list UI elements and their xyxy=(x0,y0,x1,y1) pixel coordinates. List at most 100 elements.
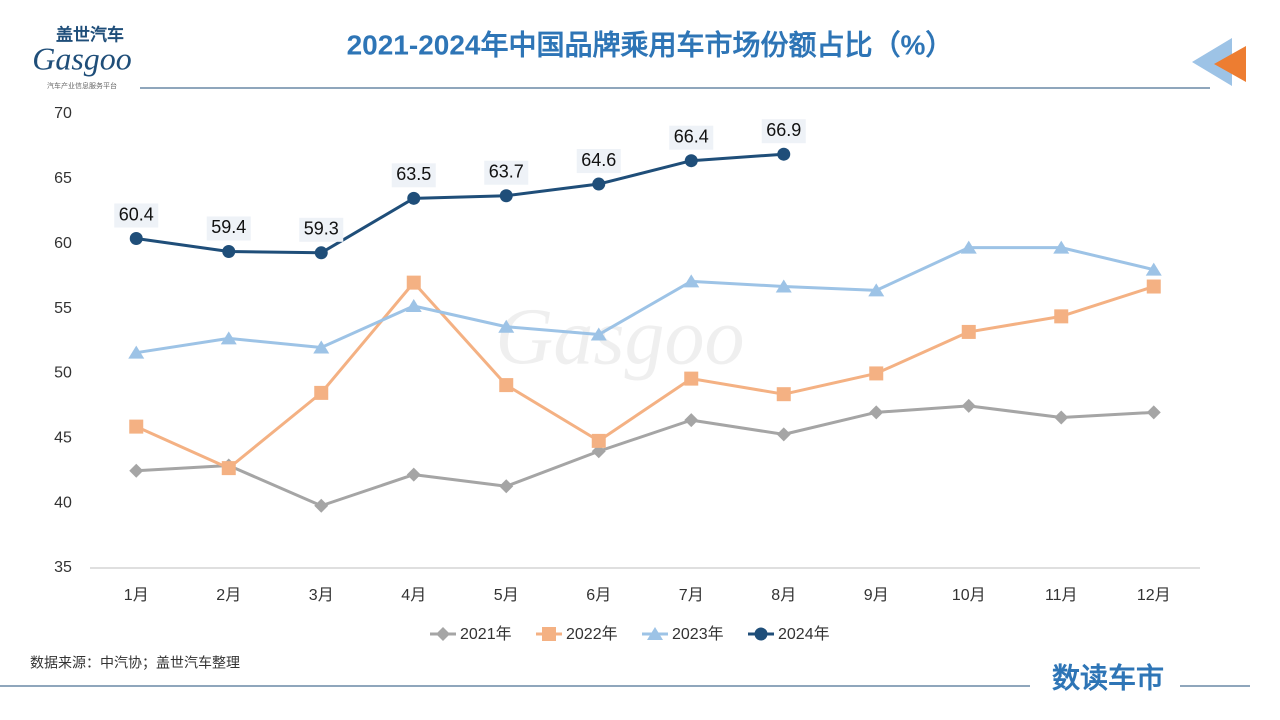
plot-area: 35 40 45 50 55 60 65 70 1月 2月 3月 4月 5月 6月 7月 8月 9月 10月 11月… xyxy=(54,105,1200,643)
data-label: 66.4 xyxy=(674,126,709,146)
y-tick-label: 70 xyxy=(54,105,72,122)
marker xyxy=(499,479,514,494)
y-tick-label: 60 xyxy=(54,235,72,252)
marker xyxy=(128,345,145,359)
x-tick-label: 2月 xyxy=(216,587,241,604)
legend: 2021年 2022年 2023年 2024年 xyxy=(430,625,830,643)
marker xyxy=(591,433,606,448)
x-tick-label: 6月 xyxy=(586,587,611,604)
data-label-bg xyxy=(391,163,436,188)
legend-label: 2023年 xyxy=(672,625,724,643)
marker xyxy=(314,498,329,513)
marker xyxy=(777,147,791,161)
marker xyxy=(499,378,514,393)
data-label-bg xyxy=(576,149,621,174)
marker xyxy=(869,405,884,420)
data-label-bg xyxy=(484,160,529,185)
marker xyxy=(590,327,607,341)
legend-item: 2024年 xyxy=(748,625,830,643)
marker xyxy=(869,366,884,381)
legend-label: 2022年 xyxy=(566,625,618,643)
marker xyxy=(222,244,236,258)
marker xyxy=(683,274,700,288)
x-tick-label: 12月 xyxy=(1137,587,1171,604)
series-line xyxy=(136,404,1154,508)
marker xyxy=(221,461,236,476)
source-note: 数据来源：中汽协；盖世汽车整理 xyxy=(30,655,240,672)
x-tick-label: 4月 xyxy=(401,587,426,604)
marker xyxy=(542,627,556,641)
x-tick-label: 3月 xyxy=(309,587,334,604)
data-label: 63.7 xyxy=(489,161,524,181)
marker xyxy=(776,387,791,402)
marker xyxy=(1054,309,1069,324)
marker xyxy=(406,467,421,482)
marker xyxy=(498,319,515,333)
watermark: Gasgoo xyxy=(496,293,745,381)
marker xyxy=(314,385,329,400)
data-label: 60.4 xyxy=(119,204,154,224)
y-tick-label: 45 xyxy=(54,430,72,447)
marker xyxy=(684,413,699,428)
marker xyxy=(684,371,699,386)
marker xyxy=(868,283,885,297)
x-tick-label: 8月 xyxy=(771,587,796,604)
data-label-bg xyxy=(761,119,806,144)
data-label: 59.3 xyxy=(304,219,339,239)
x-tick-label: 5月 xyxy=(494,587,519,604)
marker xyxy=(129,463,144,478)
y-tick-label: 50 xyxy=(54,365,72,382)
legend-item: 2021年 xyxy=(430,625,512,643)
data-label-bg xyxy=(114,203,159,228)
data-label-bg xyxy=(669,125,714,150)
marker xyxy=(407,191,421,205)
arrow-icon xyxy=(1192,38,1232,86)
chart-title: 2021-2024年中国品牌乘用车市场份额占比（%） xyxy=(347,28,954,60)
marker xyxy=(313,340,330,354)
marker xyxy=(406,275,421,290)
x-tick-label: 7月 xyxy=(679,587,704,604)
footer-brand: 数读车市 xyxy=(1052,661,1164,693)
marker xyxy=(961,324,976,339)
marker xyxy=(1053,240,1070,254)
marker xyxy=(960,240,977,254)
marker xyxy=(220,331,237,345)
marker xyxy=(405,298,422,312)
y-tick-label: 40 xyxy=(54,494,72,511)
marker xyxy=(1054,410,1069,425)
logo-tagline: 汽车产业信息服务平台 xyxy=(47,81,117,90)
marker xyxy=(647,627,663,640)
marker xyxy=(1145,262,1162,276)
x-tick-label: 10月 xyxy=(952,587,986,604)
x-tick-label: 9月 xyxy=(864,587,889,604)
marker xyxy=(314,246,328,260)
legend-item: 2022年 xyxy=(536,625,618,643)
logo-brand: Gasgoo xyxy=(32,40,132,76)
data-label: 63.5 xyxy=(396,164,431,184)
marker xyxy=(775,279,792,293)
marker xyxy=(1146,405,1161,420)
x-tick-label: 11月 xyxy=(1045,587,1078,604)
data-label: 66.9 xyxy=(766,120,801,140)
data-label-bg xyxy=(206,216,251,241)
marker xyxy=(129,232,143,246)
marker xyxy=(592,177,606,191)
marker xyxy=(436,627,450,641)
y-tick-label: 55 xyxy=(54,300,72,317)
logo-name: 盖世汽车 xyxy=(56,24,124,44)
legend-label: 2021年 xyxy=(460,625,512,643)
y-tick-label: 35 xyxy=(54,559,72,576)
legend-label: 2024年 xyxy=(778,625,830,643)
marker xyxy=(129,419,144,434)
series-line xyxy=(135,281,1155,470)
data-label-bg xyxy=(299,217,344,242)
series-line xyxy=(136,152,784,255)
marker xyxy=(684,154,698,168)
legend-item: 2023年 xyxy=(642,625,724,643)
marker xyxy=(776,427,791,442)
series-line xyxy=(136,246,1155,355)
y-tick-label: 65 xyxy=(54,170,72,187)
data-label: 64.6 xyxy=(581,150,616,170)
